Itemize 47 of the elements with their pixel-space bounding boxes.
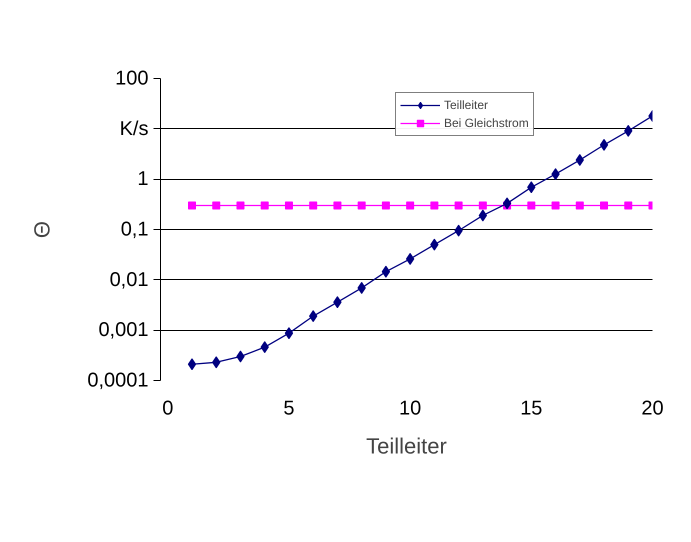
x-tick-label: 20 [641, 398, 664, 420]
y-tick-label: 1 [137, 168, 148, 190]
point [188, 201, 196, 210]
point [357, 282, 366, 294]
point [188, 358, 196, 370]
x-tick-label: 10 [399, 398, 422, 420]
point [333, 201, 342, 210]
point [430, 238, 439, 251]
legend-label: Bei Gleichstrom [444, 115, 529, 131]
point [454, 224, 463, 237]
y-tick-label: 100 [115, 68, 149, 90]
point [236, 201, 244, 210]
point [382, 201, 390, 210]
y-tick-label: 0,01 [110, 268, 149, 291]
y-tick-label: 0,1 [120, 218, 149, 240]
x-tick-label: 0 [162, 398, 174, 420]
point [552, 201, 560, 210]
x-tick-label: 5 [283, 398, 295, 420]
point [212, 201, 220, 210]
point [284, 201, 293, 210]
point [430, 201, 438, 210]
point [260, 201, 269, 210]
point [406, 252, 414, 265]
point [382, 266, 390, 278]
point [551, 168, 560, 180]
point [527, 201, 536, 210]
point [406, 201, 414, 210]
y-tick-label: 0,0001 [87, 370, 148, 392]
point [478, 201, 487, 210]
x-tick-label: 15 [520, 398, 542, 420]
legend-label: Teilleiter [444, 97, 488, 113]
point [478, 209, 488, 222]
y-axis-title: Θ [29, 220, 54, 238]
point [502, 197, 512, 210]
point [600, 201, 608, 210]
point [576, 201, 584, 210]
point [454, 201, 463, 210]
point [600, 138, 608, 151]
point [358, 201, 366, 210]
point [624, 201, 632, 210]
x-axis-title: Teilleiter [366, 434, 447, 458]
point [309, 201, 318, 210]
point [284, 327, 294, 340]
y-tick-label: 0,001 [98, 319, 149, 342]
point [333, 296, 342, 308]
point [236, 350, 245, 362]
text: K/s [120, 118, 149, 140]
